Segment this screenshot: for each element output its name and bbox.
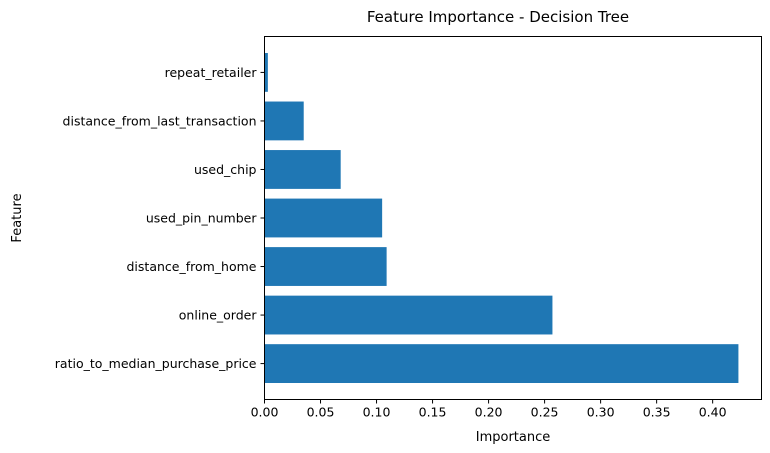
bars-group bbox=[264, 53, 739, 383]
x-tick-label-0-00: 0.00 bbox=[251, 405, 279, 420]
bar-distance-from-home bbox=[264, 247, 387, 286]
x-tick-label-0-15: 0.15 bbox=[419, 405, 447, 420]
y-tick-label-distance-from-last-transaction: distance_from_last_transaction bbox=[63, 113, 257, 128]
x-tick-label-0-05: 0.05 bbox=[307, 405, 335, 420]
bar-ratio-to-median-purchase-price bbox=[264, 344, 739, 383]
bar-repeat-retailer bbox=[264, 53, 268, 92]
bar-used-chip bbox=[264, 150, 341, 189]
bar-distance-from-last-transaction bbox=[264, 101, 304, 141]
bar-used-pin-number bbox=[264, 198, 383, 238]
y-axis-title: Feature bbox=[10, 193, 25, 242]
x-tick-label-0-40: 0.40 bbox=[699, 405, 727, 420]
y-tick-label-used-chip: used_chip bbox=[194, 162, 257, 177]
y-tick-label-used-pin-number: used_pin_number bbox=[146, 211, 258, 226]
y-tick-label-distance-from-home: distance_from_home bbox=[127, 259, 257, 274]
y-tick-label-online-order: online_order bbox=[179, 308, 258, 323]
x-ticks-group: 0.00 0.05 0.10 0.15 0.20 0.25 0.30 0.35 0.40 bbox=[251, 399, 727, 420]
x-tick-label-0-20: 0.20 bbox=[475, 405, 503, 420]
y-tick-label-ratio-to-median-purchase-price: ratio_to_median_purchase_price bbox=[55, 356, 257, 371]
bar-online-order bbox=[264, 295, 553, 335]
x-tick-label-0-35: 0.35 bbox=[643, 405, 671, 420]
plot-frame bbox=[264, 36, 762, 400]
x-tick-label-0-10: 0.10 bbox=[363, 405, 391, 420]
x-axis-title: Importance bbox=[476, 430, 551, 445]
chart-title: Feature Importance - Decision Tree bbox=[367, 8, 629, 26]
x-tick-label-0-30: 0.30 bbox=[587, 405, 615, 420]
y-tick-label-repeat-retailer: repeat_retailer bbox=[165, 65, 258, 80]
y-ticks-group: ratio_to_median_purchase_price online_ord… bbox=[55, 65, 265, 371]
x-tick-label-0-25: 0.25 bbox=[531, 405, 559, 420]
